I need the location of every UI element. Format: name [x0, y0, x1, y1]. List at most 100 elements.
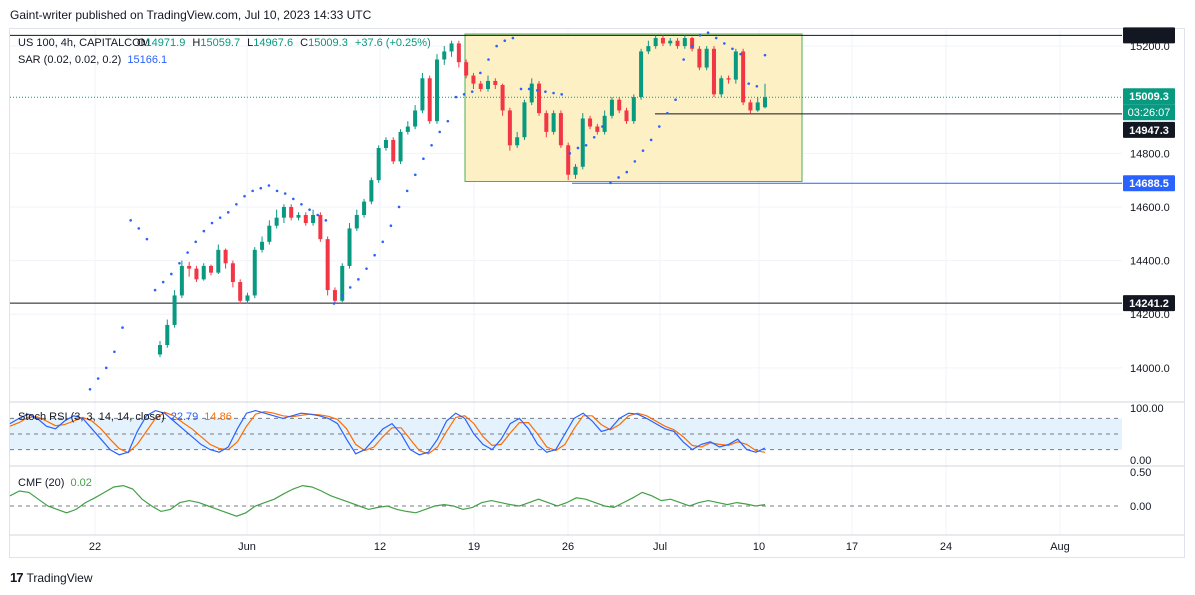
stoch-rsi-pane	[9, 409, 1122, 456]
candle-body	[690, 38, 695, 49]
level-badge-14688-bg	[1123, 175, 1175, 192]
sar-dot	[405, 189, 409, 193]
sar-dot	[259, 186, 263, 190]
candle-body	[398, 131, 403, 162]
candle-body	[420, 78, 425, 111]
sar-dot	[88, 387, 92, 391]
sar-dot	[690, 44, 694, 48]
candle-body	[369, 180, 374, 202]
sar-dot	[454, 95, 458, 99]
footer[interactable]: 17 TradingView	[10, 570, 93, 585]
candle-body	[456, 43, 461, 63]
sar-dot	[682, 58, 685, 61]
candle-body	[289, 206, 294, 218]
price-tick-label: 14200.0	[1130, 309, 1170, 321]
legend-h-label: H	[192, 37, 200, 49]
candle-body	[274, 217, 279, 226]
sar-dot	[316, 213, 320, 217]
candle-body	[646, 46, 651, 52]
candle-body	[223, 249, 228, 264]
sar-dot	[625, 170, 629, 174]
candle-body	[179, 265, 184, 296]
sar-dot	[544, 90, 547, 93]
candle-body	[544, 113, 549, 132]
candle-body	[391, 139, 396, 162]
sar-dot	[706, 31, 710, 34]
candle-body	[507, 110, 512, 146]
legend-l-label: L	[247, 37, 253, 49]
candle-body	[493, 80, 498, 85]
candle-body	[733, 51, 738, 80]
candle-body	[434, 59, 439, 122]
cmf-line	[9, 484, 766, 517]
candle-body	[296, 215, 301, 218]
last-price-badge: 15009.3	[1129, 91, 1169, 103]
candle-body	[675, 40, 680, 47]
sar-dot	[576, 146, 580, 150]
candle-body	[653, 38, 658, 47]
candle-body	[755, 102, 760, 111]
sar-dot	[324, 219, 328, 222]
candle-body	[362, 201, 367, 215]
level-badge-14688: 14688.5	[1129, 178, 1169, 190]
candle-body	[711, 48, 716, 95]
stoch-legend: Stoch RSI (3, 3, 14, 14, close) 22.79 14.8…	[18, 411, 232, 423]
candle-body	[682, 38, 687, 47]
sar-dot	[698, 34, 702, 37]
candle-body	[529, 83, 534, 103]
sar-dot	[186, 251, 189, 254]
footer-brand: TradingView	[26, 570, 93, 585]
sar-dot	[129, 219, 132, 222]
candle-body	[442, 51, 447, 60]
sar-dot	[357, 278, 360, 281]
legend-sar-value: 15166.1	[127, 54, 167, 66]
candle-body	[165, 324, 170, 346]
candle-body	[624, 110, 629, 122]
sar-dot	[763, 53, 767, 57]
sar-dot	[666, 111, 669, 115]
candle-body	[704, 48, 709, 68]
candle-body	[340, 265, 345, 301]
candle-body	[631, 97, 636, 122]
candle-body	[187, 265, 192, 269]
candle-body	[311, 215, 316, 224]
candle-body	[376, 147, 381, 181]
resistance-badge-bg	[1123, 27, 1175, 44]
sar-dot	[527, 87, 531, 91]
sar-dot	[714, 36, 718, 40]
sar-dot	[633, 160, 637, 163]
sar-dot	[178, 261, 181, 265]
legend-c-label: C	[300, 37, 308, 49]
candle-body	[580, 118, 585, 167]
stoch-k-line	[9, 409, 766, 456]
sar-dot	[96, 377, 100, 380]
sar-dot	[430, 143, 433, 147]
candle-body	[719, 78, 724, 95]
last-price-badge-bg	[1123, 88, 1175, 105]
sar-dot	[113, 350, 116, 354]
cmf-legend: CMF (20) 0.02	[18, 477, 92, 489]
sar-dot	[275, 189, 279, 193]
candle-body	[230, 263, 235, 283]
sar-dots	[88, 31, 767, 391]
legend-ohlc: O14971.9 H15059.7 L14967.6 C15009.3 +37.…	[137, 37, 431, 49]
candle-body	[267, 225, 272, 242]
publisher-caption: Gaint-writer published on TradingView.co…	[10, 8, 372, 22]
x-tick-label: Aug	[1050, 541, 1070, 553]
candle-body	[595, 126, 600, 132]
sar-dot	[145, 237, 149, 241]
price-tick-label: 14800.0	[1130, 148, 1170, 160]
price-tick-label: 14000.0	[1130, 363, 1170, 375]
sar-dot	[617, 176, 620, 179]
sar-dot	[202, 229, 206, 233]
x-tick-label: 22	[89, 541, 101, 553]
candle-body	[741, 51, 746, 103]
sar-dot	[283, 192, 287, 195]
candle-body	[588, 118, 593, 127]
price-badges: 15009.3 03:26:07 14947.3 14688.5 14241.2	[1123, 27, 1175, 312]
level-badge-14241-bg	[1123, 295, 1175, 312]
candle-body	[157, 345, 163, 355]
axes: 22 Jun 12 19 26 Jul 10 17 24 Aug 15200.0 14800.0 146…	[89, 41, 1170, 553]
stoch-d-line	[9, 410, 766, 455]
